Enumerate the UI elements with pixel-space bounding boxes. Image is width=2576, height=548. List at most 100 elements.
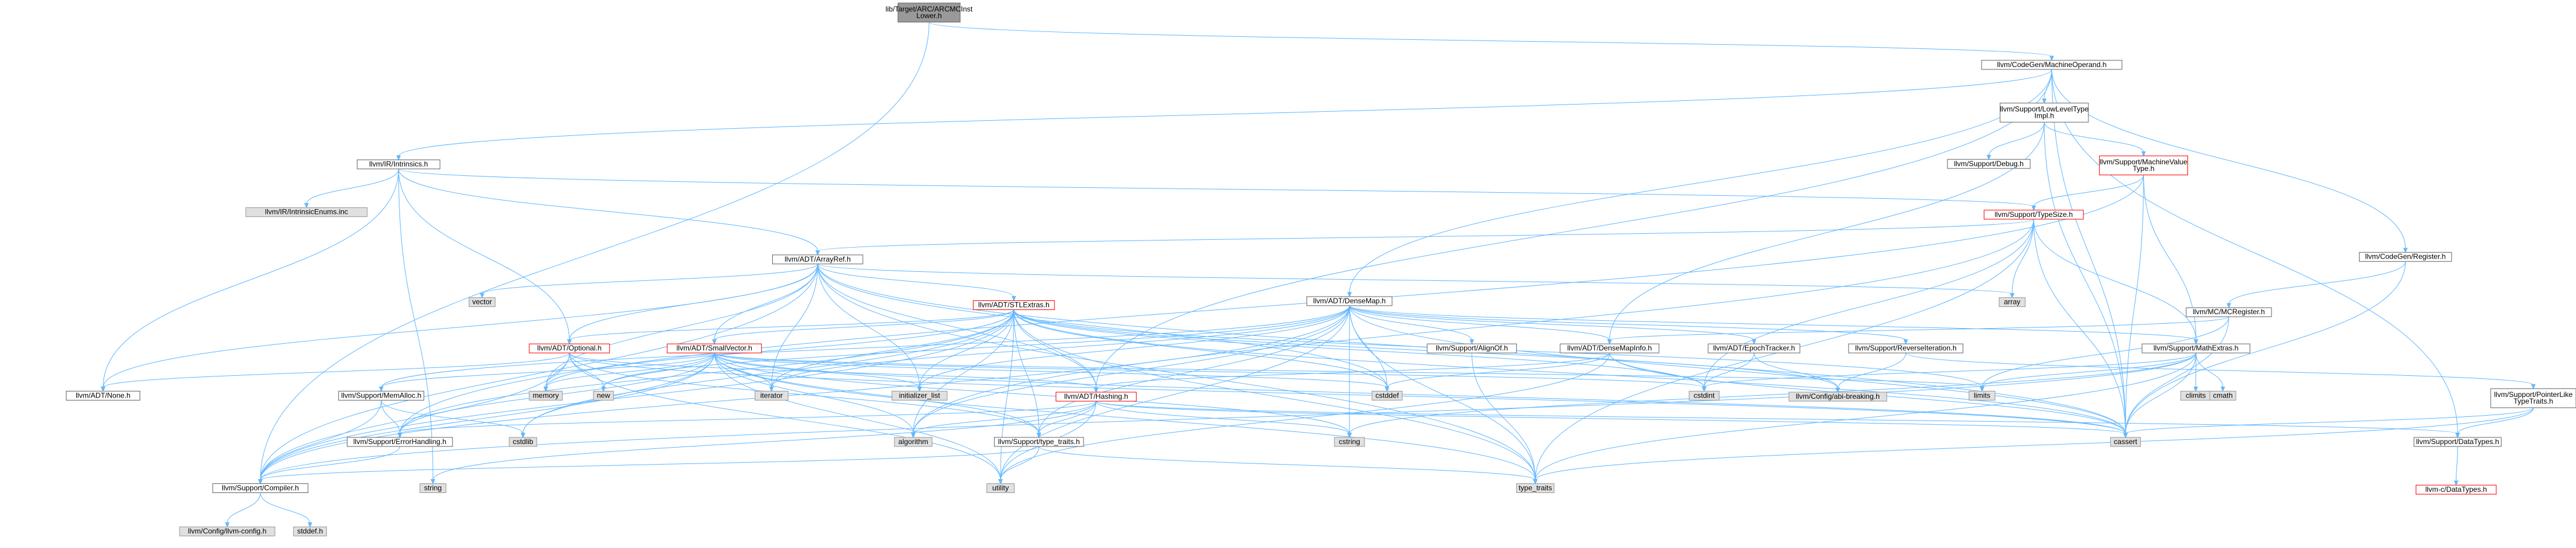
node-label-machinevaluetype-1: Type.h [2132, 164, 2154, 173]
arrowhead-reverseiteration-to-pointerliketypetraits [2531, 384, 2536, 390]
edge-pointerliketypetraits-to-datatypes [2457, 407, 2534, 434]
arrowhead-hashing-to-string [430, 479, 436, 485]
edge-densemap-to-type_traits [1349, 305, 1536, 480]
arrowhead-smallvector-to-memalloc [379, 386, 384, 392]
node-reverseiteration[interactable]: llvm/Support/ReverseIteration.h [1848, 343, 1964, 353]
edge-arrayref-to-initializer_list [817, 263, 920, 388]
node-cstdint: cstdint [1688, 390, 1720, 401]
edge-intrinsics-to-intrinsicenums [306, 169, 399, 204]
node-memalloc[interactable]: llvm/Support/MemAlloc.h [338, 390, 425, 401]
node-box-string [419, 483, 447, 493]
node-none[interactable]: llvm/ADT/None.h [66, 390, 141, 401]
node-alignof[interactable]: llvm/Support/AlignOf.h [1427, 343, 1517, 353]
edge-hashing-to-cstring [1096, 401, 1350, 434]
arrowhead-densemap-to-reverseiteration [1903, 339, 1908, 345]
node-box-algorithm [894, 437, 932, 447]
edge-register-to-mcregister [2229, 261, 2406, 305]
edge-stlextras-to-algorithm [912, 309, 1015, 434]
node-optional[interactable]: llvm/ADT/Optional.h [529, 343, 610, 353]
node-cmath: cmath [2209, 390, 2236, 401]
arrowhead-smallvector-to-memory [543, 386, 548, 392]
node-label-pointerliketypetraits-0: llvm/Support/PointerLike [2494, 390, 2572, 399]
arrowhead-smallvector-to-iterator [769, 386, 774, 392]
node-box-stddef [293, 526, 327, 537]
node-label-typetraits_support-0: llvm/Support/type_traits.h [998, 437, 1080, 446]
node-cstring: cstring [1334, 437, 1365, 447]
node-box-utility [986, 483, 1015, 493]
node-box-datatypes [2413, 437, 2502, 447]
node-intrinsics[interactable]: llvm/IR/Intrinsics.h [357, 160, 441, 170]
edge-typesize-to-cassert [2033, 219, 2126, 434]
node-iterator: iterator [754, 390, 789, 401]
edge-arrayref-to-type_traits [817, 263, 1536, 480]
node-label-debug-0: llvm/Support/Debug.h [1954, 160, 2024, 168]
edge-stlextras-to-smallvector [714, 309, 1015, 341]
node-compiler[interactable]: llvm/Support/Compiler.h [212, 483, 309, 493]
node-label-array-0: array [2004, 298, 2020, 306]
edge-stlextras-to-cassert [1013, 309, 2126, 434]
node-stlextras[interactable]: llvm/ADT/STLExtras.h [973, 300, 1055, 311]
edge-typetraits_support-to-type_traits [1038, 446, 1536, 480]
edge-machineoperand-to-hashing [1096, 69, 2052, 389]
node-errorhandling[interactable]: llvm/Support/ErrorHandling.h [346, 437, 453, 447]
edge-typetraits_support-to-compiler [260, 446, 1039, 480]
edge-typesize-to-arrayref [817, 219, 2035, 252]
node-box-memory [529, 390, 563, 401]
node-label-cassert-0: cassert [2114, 437, 2137, 446]
node-label-vector-0: vector [472, 298, 492, 306]
node-mathextras[interactable]: llvm/Support/MathExtras.h [2142, 343, 2250, 353]
node-mcregister[interactable]: llvm/MC/MCRegister.h [2186, 307, 2272, 317]
edge-arrayref-to-optional [569, 263, 818, 341]
node-typesize[interactable]: llvm/Support/TypeSize.h [1983, 210, 2084, 220]
node-epochtracker[interactable]: llvm/ADT/EpochTracker.h [1708, 343, 1801, 353]
edge-densemapinfo-to-hashing [1096, 352, 1610, 389]
edge-register-to-cassert [2125, 261, 2406, 434]
node-algorithm: algorithm [894, 437, 932, 447]
node-label-densemapinfo-0: llvm/ADT/DenseMapInfo.h [1567, 344, 1652, 352]
node-register[interactable]: llvm/CodeGen/Register.h [2358, 252, 2452, 262]
edge-typesize-to-mathextras [2033, 219, 2197, 341]
node-densemapinfo[interactable]: llvm/ADT/DenseMapInfo.h [1560, 343, 1659, 353]
node-label-root-0: lib/Target/ARC/ARCMCInst [885, 5, 973, 13]
arrowhead-compiler-to-llvmconfig [225, 522, 230, 528]
node-hashing[interactable]: llvm/ADT/Hashing.h [1056, 392, 1137, 402]
node-machineoperand[interactable]: llvm/CodeGen/MachineOperand.h [1981, 60, 2123, 70]
edge-lowleveltype-to-cassert [2044, 122, 2126, 434]
edge-densemapinfo-to-cstdint [1609, 353, 1705, 388]
node-datatypes[interactable]: llvm/Support/DataTypes.h [2413, 437, 2502, 447]
edge-compiler-to-llvmconfig [227, 492, 261, 524]
node-label-cmath-0: cmath [2213, 391, 2233, 399]
node-box-compiler [212, 483, 309, 493]
edge-densemap-to-utility [1000, 305, 1350, 480]
edge-stlextras-to-cstdlib [522, 309, 1015, 434]
node-smallvector[interactable]: llvm/ADT/SmallVector.h [667, 343, 762, 353]
arrowhead-compiler-to-stddef [308, 522, 312, 528]
edge-arrayref-to-smallvector [714, 263, 818, 341]
node-cdatatypes[interactable]: llvm-c/DataTypes.h [2415, 485, 2497, 495]
arrowhead-pointerliketypetraits-to-cassert [2123, 433, 2128, 439]
edge-lowleveltype-to-debug [1988, 122, 2045, 156]
node-densemap[interactable]: llvm/ADT/DenseMap.h [1306, 296, 1393, 306]
node-box-pointerliketypetraits [2490, 388, 2576, 408]
edge-stlextras-to-type_traits [1013, 309, 1536, 480]
node-label-arrayref-0: llvm/ADT/ArrayRef.h [785, 255, 851, 263]
node-label-cstddef-0: cstddef [1375, 391, 1399, 399]
node-box-errorhandling [346, 437, 453, 447]
arrowhead-hashing-to-cstring [1347, 433, 1352, 439]
node-typetraits_support[interactable]: llvm/Support/type_traits.h [993, 437, 1084, 447]
node-arrayref[interactable]: llvm/ADT/ArrayRef.h [772, 254, 864, 265]
node-box-cmath [2209, 390, 2236, 401]
edge-smallvector-to-algorithm [714, 353, 914, 434]
node-label-machineoperand-0: llvm/CodeGen/MachineOperand.h [1997, 60, 2106, 69]
node-label-iterator-0: iterator [760, 391, 783, 399]
arrowhead-typetraits_support-to-type_traits [1533, 479, 1538, 485]
edge-smallvector-to-cstdlib [522, 353, 715, 434]
node-debug[interactable]: llvm/Support/Debug.h [1947, 159, 2031, 169]
node-box-arrayref [772, 254, 864, 265]
